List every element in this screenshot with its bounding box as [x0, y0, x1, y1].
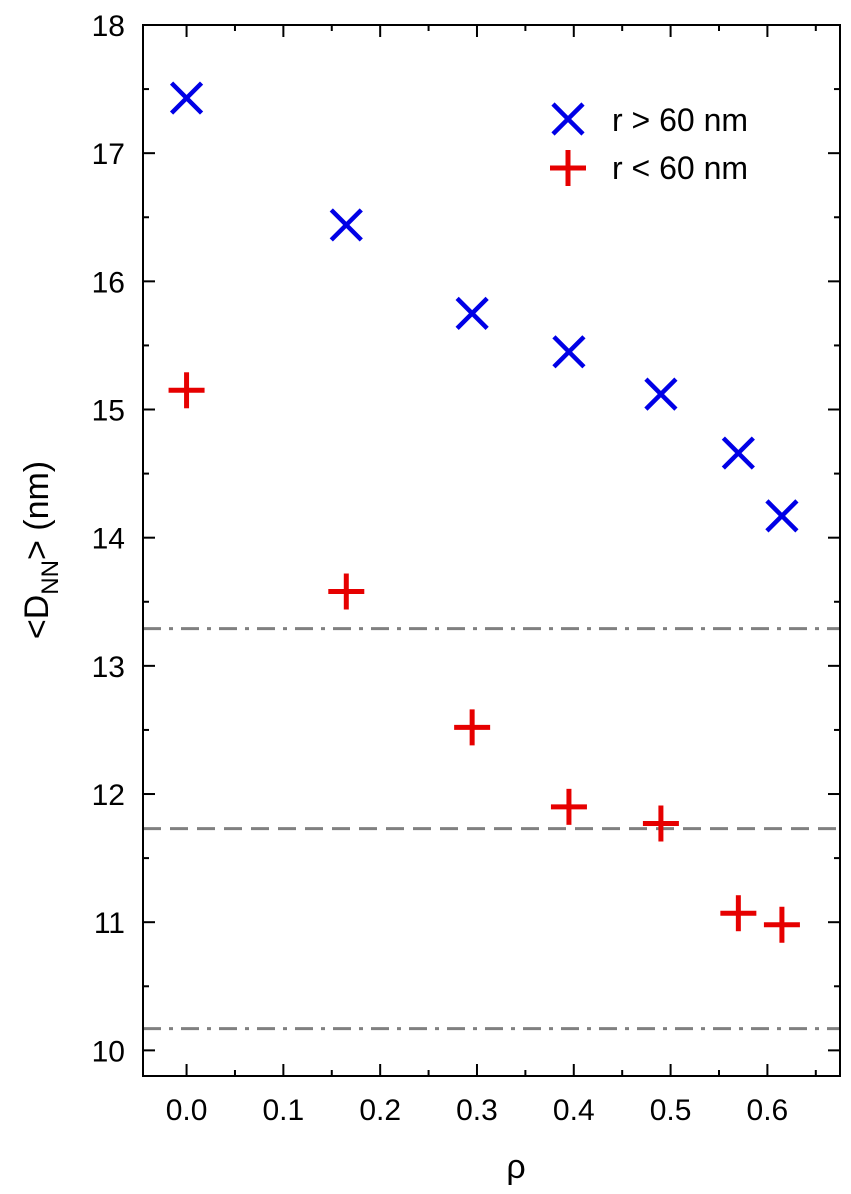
y-axis-label-suffix: > (nm) [18, 461, 56, 560]
data-point [720, 895, 757, 932]
x-axis-ticks: 0.0 0.1 0.2 0.3 0.4 0.5 0.6 [166, 25, 817, 1127]
y-tick-label: 17 [92, 138, 125, 171]
y-tick-label: 11 [94, 907, 125, 940]
y-tick-label: 15 [92, 395, 125, 428]
data-point [552, 335, 586, 369]
legend: r > 60 nm r < 60 nm [550, 102, 748, 186]
reference-lines [143, 627, 840, 1031]
x-tick-label: 0.1 [263, 1094, 305, 1127]
data-point [455, 296, 489, 330]
data-point [765, 499, 799, 533]
x-tick-label: 0.2 [359, 1094, 401, 1127]
legend-marker-r-gt-60 [551, 102, 585, 136]
y-axis-label-prefix: <D [18, 595, 56, 639]
x-tick-label: 0.4 [553, 1094, 595, 1127]
legend-marker-x [551, 102, 585, 136]
y-tick-label: 12 [92, 779, 125, 812]
plot-frame [142, 24, 841, 1077]
data-point [644, 377, 678, 411]
y-tick-label: 13 [92, 651, 125, 684]
data-point [329, 208, 363, 242]
x-axis-label: ρ [506, 1148, 525, 1186]
data-series [168, 81, 800, 943]
x-tick-label: 0.5 [650, 1094, 692, 1127]
data-point [169, 81, 204, 115]
y-tick-label: 14 [92, 523, 125, 556]
legend-label-r-lt-60: r < 60 nm [612, 150, 748, 186]
y-tick-label: 16 [92, 266, 125, 299]
data-point [763, 906, 800, 943]
y-tick-label: 10 [92, 1035, 125, 1068]
y-axis-ticks: 10 11 12 13 14 15 16 17 18 [92, 10, 840, 1068]
data-point [550, 788, 587, 825]
legend-marker-r-lt-60 [550, 150, 586, 186]
y-axis-label: <DNN> (nm) [18, 461, 64, 639]
data-point [168, 372, 205, 409]
x-tick-label: 0.3 [456, 1094, 498, 1127]
x-tick-label: 0.0 [166, 1094, 208, 1127]
data-point [721, 436, 755, 470]
data-point [328, 573, 365, 610]
data-point [642, 805, 679, 842]
y-axis-label-subscript: NN [37, 560, 64, 595]
series-1 [168, 372, 800, 943]
data-point [454, 709, 491, 746]
series-0 [169, 81, 799, 533]
legend-label-r-gt-60: r > 60 nm [612, 102, 748, 138]
legend-marker-plus [550, 150, 586, 186]
y-tick-label: 18 [92, 10, 125, 43]
x-tick-label: 0.6 [747, 1094, 789, 1127]
